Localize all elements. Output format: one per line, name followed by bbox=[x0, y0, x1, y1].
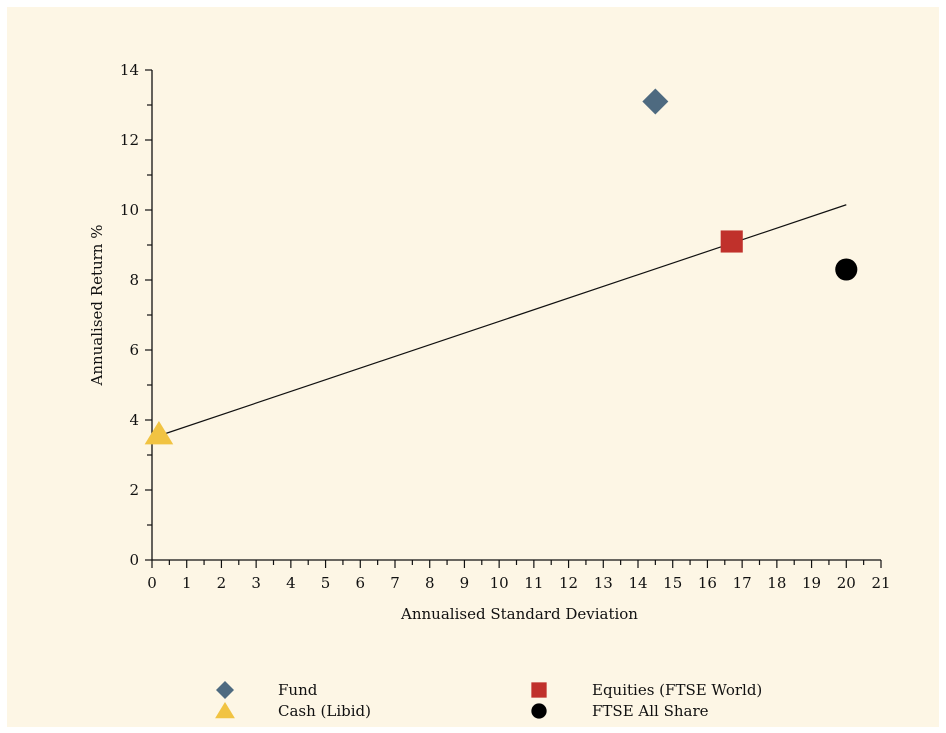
y-axis-title: Annualised Return % bbox=[88, 224, 106, 386]
legend-label-cash-libid: Cash (Libid) bbox=[278, 702, 371, 720]
point-cash-libid bbox=[144, 421, 174, 445]
y-tick-label: 0 bbox=[129, 551, 139, 569]
y-tick-label: 8 bbox=[129, 271, 139, 289]
x-tick-label: 2 bbox=[217, 574, 227, 592]
x-tick-label: 14 bbox=[628, 574, 647, 592]
x-tick-label: 19 bbox=[802, 574, 821, 592]
x-tick-label: 21 bbox=[871, 574, 890, 592]
x-tick-label: 12 bbox=[559, 574, 578, 592]
point-fund bbox=[642, 88, 669, 115]
x-tick-label: 17 bbox=[733, 574, 752, 592]
x-tick-label: 9 bbox=[460, 574, 470, 592]
x-tick-label: 11 bbox=[524, 574, 543, 592]
x-tick-label: 20 bbox=[837, 574, 856, 592]
legend-marker-cash-libid bbox=[215, 702, 235, 719]
data-points bbox=[144, 88, 858, 445]
x-tick-label: 6 bbox=[356, 574, 366, 592]
x-tick-label: 16 bbox=[698, 574, 717, 592]
y-tick-label: 6 bbox=[129, 341, 139, 359]
legend-label-equities-ftse-world: Equities (FTSE World) bbox=[592, 681, 762, 699]
point-ftse-all-share bbox=[835, 258, 858, 281]
x-tick-label: 13 bbox=[594, 574, 613, 592]
x-tick-label: 10 bbox=[490, 574, 509, 592]
x-tick-label: 4 bbox=[286, 574, 296, 592]
legend-label-fund: Fund bbox=[278, 681, 318, 699]
chart-panel: 0 2 4 6 8 10 12 14 0 1 2 3 4 5 6 7 8 9 10 11 12 13 14 15 16 17 18… bbox=[7, 7, 939, 727]
x-tick-label: 1 bbox=[182, 574, 192, 592]
legend-marker-fund bbox=[216, 681, 234, 699]
x-tick-label: 3 bbox=[251, 574, 261, 592]
y-tick-label: 10 bbox=[120, 201, 139, 219]
x-tick-label: 18 bbox=[767, 574, 786, 592]
y-tick-label: 12 bbox=[120, 131, 139, 149]
point-equities-ftse-world bbox=[720, 230, 743, 253]
trend-line bbox=[158, 204, 847, 437]
y-tick-label: 4 bbox=[129, 411, 139, 429]
x-axis-title: Annualised Standard Deviation bbox=[400, 605, 638, 623]
x-ticks: 0 1 2 3 4 5 6 7 8 9 10 11 12 13 14 15 16 17 18 19 20 21 bbox=[147, 560, 891, 592]
x-tick-label: 7 bbox=[390, 574, 400, 592]
x-tick-label: 8 bbox=[425, 574, 435, 592]
legend-marker-ftse-all-share bbox=[531, 703, 547, 719]
legend-label-ftse-all-share: FTSE All Share bbox=[592, 702, 709, 720]
x-tick-label: 5 bbox=[321, 574, 331, 592]
legend: Fund Equities (FTSE World) Cash (Libid) FTS… bbox=[215, 681, 762, 720]
y-tick-label: 2 bbox=[129, 481, 139, 499]
x-tick-label: 0 bbox=[147, 574, 157, 592]
legend-marker-equities-ftse-world bbox=[531, 682, 547, 698]
x-tick-label: 15 bbox=[663, 574, 682, 592]
y-ticks: 0 2 4 6 8 10 12 14 bbox=[120, 61, 152, 569]
y-tick-label: 14 bbox=[120, 61, 139, 79]
